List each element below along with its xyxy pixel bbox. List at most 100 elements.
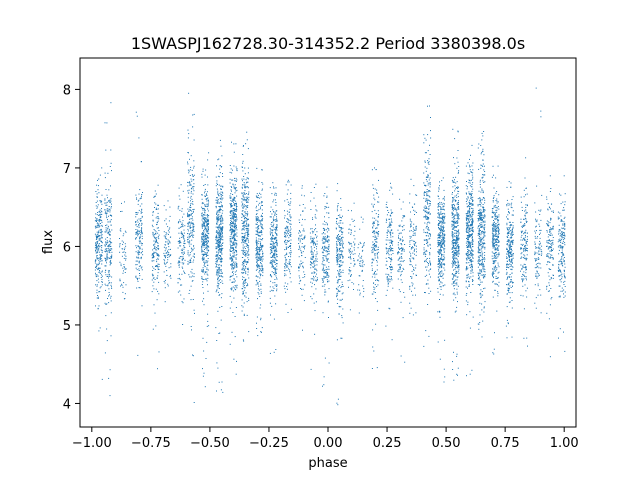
- data-point: [221, 194, 222, 196]
- data-point: [347, 280, 349, 282]
- data-point: [337, 404, 339, 406]
- data-point: [274, 194, 275, 196]
- data-point: [229, 343, 231, 345]
- data-point: [100, 254, 102, 256]
- data-point: [217, 240, 219, 242]
- data-point: [261, 234, 263, 236]
- data-point: [415, 227, 417, 229]
- data-point: [284, 263, 286, 265]
- data-point: [206, 341, 208, 343]
- data-point: [137, 233, 139, 235]
- data-point: [410, 178, 412, 180]
- data-point: [220, 206, 222, 208]
- data-point: [221, 219, 223, 221]
- data-point: [207, 214, 209, 216]
- data-point: [206, 206, 208, 208]
- data-point: [336, 259, 338, 261]
- data-point: [349, 279, 351, 281]
- data-point: [387, 226, 389, 228]
- data-point: [158, 266, 160, 267]
- data-point: [275, 220, 277, 222]
- data-point: [299, 277, 301, 279]
- data-point: [288, 268, 289, 270]
- data-point: [328, 262, 330, 263]
- data-point: [99, 225, 101, 227]
- data-point: [288, 252, 290, 254]
- data-point: [289, 235, 291, 237]
- data-point: [338, 234, 339, 235]
- data-point: [232, 238, 233, 240]
- data-point: [243, 229, 245, 231]
- data-point: [217, 245, 219, 247]
- data-point: [242, 145, 244, 147]
- data-point: [106, 228, 108, 230]
- data-point: [273, 245, 275, 247]
- data-point: [153, 237, 155, 239]
- data-point: [119, 246, 121, 248]
- data-point: [188, 152, 189, 154]
- data-point: [257, 251, 259, 253]
- data-point: [284, 275, 285, 277]
- data-point: [273, 219, 274, 221]
- data-point: [298, 267, 299, 268]
- data-point: [276, 244, 278, 246]
- data-point: [154, 247, 156, 249]
- data-point: [256, 245, 258, 246]
- data-point: [135, 221, 137, 222]
- data-point: [155, 265, 157, 267]
- data-point: [202, 259, 204, 261]
- data-point: [247, 228, 249, 230]
- data-point: [255, 237, 257, 239]
- data-point: [100, 254, 102, 256]
- data-point: [242, 265, 244, 267]
- data-point: [290, 201, 292, 203]
- data-point: [429, 200, 431, 202]
- data-point: [202, 269, 204, 271]
- data-point: [106, 224, 108, 226]
- data-point: [350, 275, 352, 276]
- data-point: [342, 250, 344, 252]
- data-point: [388, 248, 390, 250]
- data-point: [248, 248, 250, 250]
- data-point: [385, 206, 387, 208]
- data-point: [96, 241, 98, 243]
- data-point: [321, 263, 323, 265]
- data-point: [233, 237, 235, 239]
- data-point: [303, 300, 305, 302]
- data-point: [220, 226, 222, 228]
- data-point: [187, 250, 189, 252]
- data-point: [135, 229, 137, 230]
- data-point: [270, 314, 271, 316]
- data-point: [273, 274, 275, 276]
- data-point: [157, 245, 159, 247]
- data-point: [222, 236, 224, 238]
- data-point: [155, 233, 157, 235]
- data-point: [427, 175, 429, 177]
- data-point: [313, 275, 314, 277]
- data-point: [258, 264, 260, 266]
- data-point: [218, 381, 220, 383]
- data-point: [181, 284, 183, 286]
- data-point: [323, 229, 325, 231]
- data-point: [157, 184, 159, 186]
- data-point: [220, 269, 222, 271]
- data-point: [255, 217, 257, 219]
- data-point: [233, 151, 235, 153]
- data-point: [231, 289, 233, 291]
- data-point: [207, 204, 209, 206]
- data-point: [426, 189, 428, 190]
- data-point: [110, 297, 112, 299]
- data-point: [154, 190, 156, 192]
- data-point: [206, 231, 208, 233]
- data-point: [271, 264, 273, 266]
- data-point: [205, 225, 207, 227]
- data-point: [221, 229, 223, 230]
- data-point: [247, 267, 249, 269]
- data-point: [230, 217, 231, 219]
- data-point: [243, 282, 245, 284]
- data-point: [372, 206, 374, 208]
- data-point: [328, 236, 330, 238]
- data-point: [202, 224, 204, 226]
- data-point: [188, 293, 190, 294]
- data-point: [94, 233, 96, 235]
